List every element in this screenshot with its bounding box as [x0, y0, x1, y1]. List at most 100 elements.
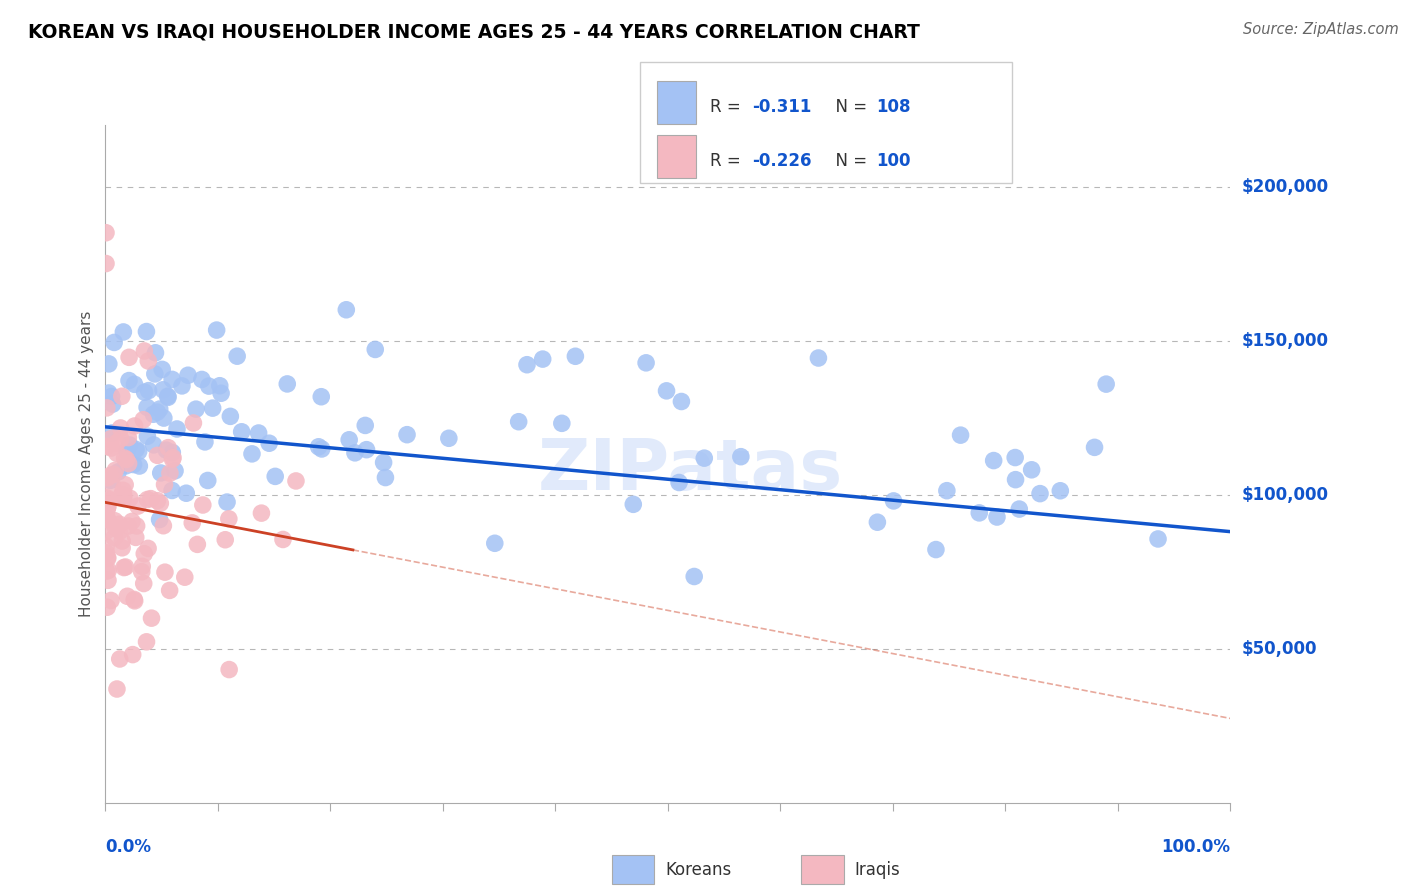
Point — [96, 440, 118, 454]
Point — [636, 356, 658, 370]
Point — [162, 452, 184, 467]
Point — [174, 486, 197, 500]
Point — [191, 498, 214, 512]
Point — [197, 474, 219, 488]
Point — [1004, 473, 1026, 487]
Point — [97, 357, 120, 371]
Point — [949, 428, 972, 442]
Point — [100, 389, 122, 403]
Point — [257, 436, 280, 450]
Point — [122, 592, 145, 607]
Point — [115, 452, 138, 467]
Point — [101, 477, 124, 491]
Point — [117, 457, 139, 471]
Point — [100, 593, 122, 607]
Point — [162, 450, 184, 465]
Point — [132, 576, 155, 591]
Point — [112, 560, 135, 574]
Point — [96, 546, 118, 560]
Point — [118, 438, 141, 452]
Point — [508, 415, 530, 429]
Text: Source: ZipAtlas.com: Source: ZipAtlas.com — [1243, 22, 1399, 37]
Point — [97, 551, 120, 566]
Text: KOREAN VS IRAQI HOUSEHOLDER INCOME AGES 25 - 44 YEARS CORRELATION CHART: KOREAN VS IRAQI HOUSEHOLDER INCOME AGES … — [28, 22, 920, 41]
Point — [128, 444, 150, 458]
Point — [149, 512, 172, 526]
Point — [97, 513, 120, 527]
Point — [250, 506, 273, 520]
Point — [374, 470, 396, 484]
Text: N =: N = — [825, 153, 873, 170]
Point — [97, 550, 120, 565]
Point — [866, 515, 889, 529]
Point — [201, 401, 224, 416]
Point — [671, 394, 693, 409]
Point — [184, 402, 207, 417]
Point — [96, 502, 118, 516]
Point — [134, 385, 156, 400]
Point — [101, 397, 124, 411]
Point — [354, 418, 377, 433]
Point — [134, 343, 156, 358]
Point — [883, 494, 905, 508]
Point — [108, 524, 131, 539]
Point — [564, 349, 586, 363]
Point — [121, 514, 143, 528]
Point — [149, 402, 172, 417]
Text: 0.0%: 0.0% — [105, 838, 152, 856]
Point — [983, 453, 1005, 467]
Point — [150, 362, 173, 376]
Point — [104, 514, 127, 528]
Point — [97, 574, 120, 588]
Point — [240, 447, 263, 461]
Point — [110, 432, 132, 446]
Point — [173, 570, 195, 584]
Point — [97, 493, 120, 508]
Point — [194, 434, 217, 449]
Point — [219, 409, 242, 424]
Point — [437, 431, 460, 445]
Point — [149, 496, 172, 510]
Point — [337, 433, 360, 447]
Point — [96, 491, 118, 505]
Point — [117, 589, 139, 603]
Text: Iraqis: Iraqis — [855, 861, 901, 879]
Point — [94, 226, 117, 240]
Point — [160, 483, 183, 498]
Point — [105, 446, 128, 460]
Point — [183, 416, 205, 430]
Point — [135, 325, 157, 339]
Point — [112, 488, 135, 502]
Point — [108, 517, 131, 532]
Point — [105, 681, 128, 696]
Point — [117, 519, 139, 533]
Point — [121, 648, 143, 662]
Point — [683, 569, 706, 583]
Point — [105, 435, 128, 450]
Text: -0.311: -0.311 — [752, 98, 811, 116]
Point — [132, 413, 155, 427]
Point — [396, 427, 419, 442]
Point — [309, 390, 332, 404]
Point — [1008, 502, 1031, 516]
Point — [146, 448, 169, 462]
Point — [276, 376, 298, 391]
Point — [364, 343, 387, 357]
Point — [110, 489, 132, 503]
Point — [162, 445, 184, 459]
Point — [308, 440, 330, 454]
Point — [343, 446, 366, 460]
Text: 100: 100 — [876, 153, 911, 170]
Point — [96, 401, 118, 415]
Point — [118, 351, 141, 365]
Point — [101, 425, 124, 440]
Point — [925, 542, 948, 557]
Point — [94, 524, 117, 539]
Point — [115, 444, 138, 458]
Point — [621, 497, 644, 511]
Point — [152, 518, 174, 533]
Point — [159, 583, 181, 598]
Point — [1095, 377, 1118, 392]
Point — [96, 496, 118, 510]
Point — [103, 467, 125, 482]
